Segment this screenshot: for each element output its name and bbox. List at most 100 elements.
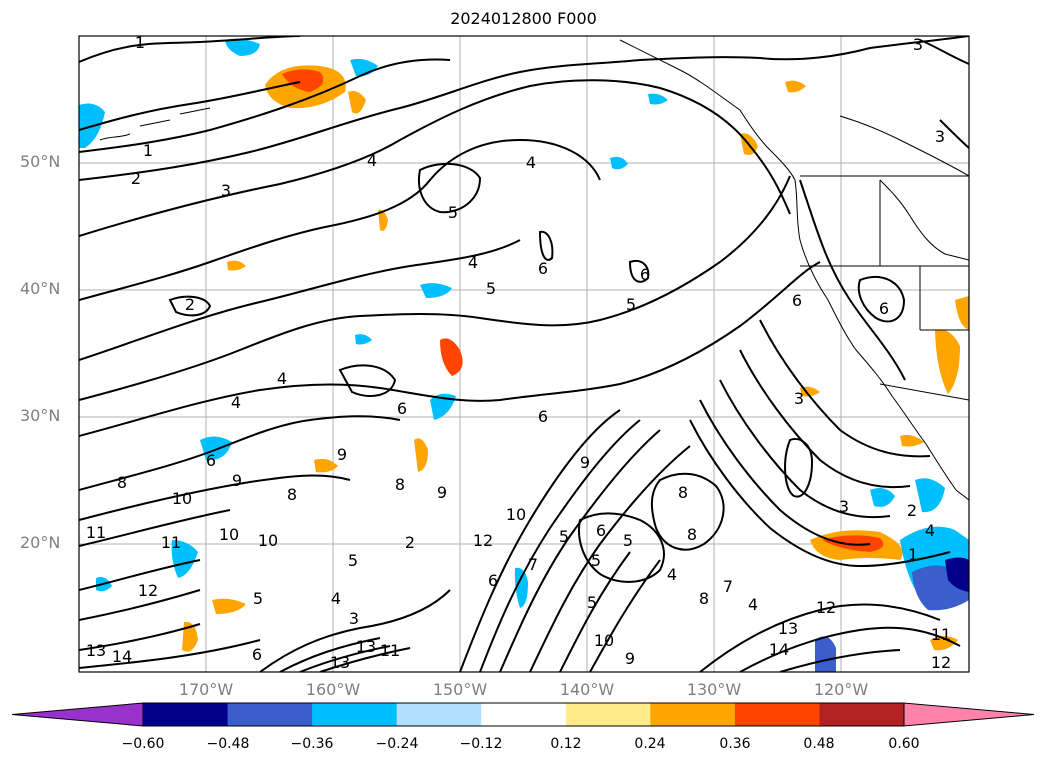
contour-label: 5 [559, 527, 569, 546]
contour-label: 8 [678, 483, 688, 502]
contour-label: 6 [397, 399, 407, 418]
contour-label: 6 [792, 291, 802, 310]
longitude-label: 120°W [813, 680, 869, 699]
shaded-anomaly-patches [79, 38, 969, 672]
contour-label: 12 [138, 581, 158, 600]
colorbar-cell [819, 703, 905, 726]
longitude-label: 160°W [305, 680, 361, 699]
latitude-label: 50°N [20, 152, 61, 171]
contour-label: 12 [473, 531, 493, 550]
longitude-label: 130°W [686, 680, 742, 699]
plot-border [78, 35, 970, 673]
colorbar-tick-label: 0.36 [719, 736, 751, 752]
colorbar-cell [312, 703, 398, 726]
colorbar-tick-label: 0.48 [803, 736, 835, 752]
contour-label: 6 [640, 265, 650, 284]
contour-label: 8 [395, 475, 405, 494]
contour-label: 4 [277, 369, 287, 388]
contour-label: 3 [839, 497, 849, 516]
map-title: 2024012800 F000 [450, 9, 597, 28]
contour-label: 8 [699, 589, 709, 608]
contour-label: 4 [925, 521, 935, 540]
latitude-label: 40°N [20, 279, 61, 298]
contour-label: 7 [528, 555, 538, 574]
contour-label: 2 [131, 169, 141, 188]
contour-label: 13 [330, 653, 350, 672]
colorbar-cell [143, 703, 229, 726]
contour-label: 4 [748, 595, 758, 614]
contour-label: 6 [252, 645, 262, 664]
contour-label: 10 [219, 525, 239, 544]
contour-label: 6 [879, 299, 889, 318]
contour-label: 1 [135, 33, 145, 52]
contour-label: 10 [594, 631, 614, 650]
contour-label: 13 [356, 637, 376, 656]
contour-label: 5 [591, 551, 601, 570]
contour-label: 9 [580, 453, 590, 472]
contour-label: 9 [625, 649, 635, 668]
contour-label: 3 [913, 35, 923, 54]
colorbar-cell [734, 703, 820, 726]
colorbar [11, 702, 1035, 727]
contour-label: 4 [667, 565, 677, 584]
contour-label: 4 [526, 153, 536, 172]
latitude-label: 30°N [20, 406, 61, 425]
longitude-label: 170°W [178, 680, 234, 699]
colorbar-tick-label: 0.24 [634, 736, 666, 752]
contour-label: 11 [931, 625, 951, 644]
contour-label: 9 [232, 471, 242, 490]
contour-label: 11 [86, 523, 106, 542]
contour-label: 5 [486, 279, 496, 298]
longitude-label: 140°W [559, 680, 615, 699]
contour-label: 5 [348, 551, 358, 570]
contour-label: 2 [185, 295, 195, 314]
contour-label: 4 [468, 253, 478, 272]
colorbar-tick-label: −0.24 [375, 736, 419, 752]
contour-label: 3 [794, 389, 804, 408]
colorbar-tick-label: −0.12 [459, 736, 503, 752]
contour-lines [79, 36, 969, 672]
contour-label: 9 [337, 445, 347, 464]
contour-label: 6 [206, 451, 216, 470]
contour-label: 3 [349, 609, 359, 628]
contour-label: 1 [143, 141, 153, 160]
contour-label: 2 [907, 501, 917, 520]
colorbar-tick-label: −0.48 [206, 736, 250, 752]
colorbar-tick-label: −0.60 [121, 736, 165, 752]
contour-label: 1 [908, 545, 918, 564]
contour-label: 6 [538, 407, 548, 426]
contour-label: 5 [587, 593, 597, 612]
colorbar-tick-label: 0.60 [888, 736, 920, 752]
colorbar-extension-low [11, 702, 144, 727]
contour-label: 13 [778, 619, 798, 638]
contour-label: 13 [86, 641, 106, 660]
colorbar-extension-high [903, 702, 1035, 727]
contour-label: 10 [506, 505, 526, 524]
contour-label: 5 [623, 531, 633, 550]
contour-label: 6 [488, 571, 498, 590]
contour-label: 5 [626, 295, 636, 314]
contour-label: 7 [723, 577, 733, 596]
latitude-label: 20°N [20, 533, 61, 552]
colorbar-cell [481, 703, 567, 726]
coastlines [99, 39, 969, 501]
colorbar-cell [227, 703, 313, 726]
colorbar-cell [396, 703, 482, 726]
contour-label: 2 [405, 533, 415, 552]
contour-label: 5 [448, 203, 458, 222]
contour-label: 12 [816, 598, 836, 617]
contour-label: 8 [287, 485, 297, 504]
contour-label: 8 [117, 473, 127, 492]
colorbar-tick-label: −0.36 [290, 736, 334, 752]
colorbar-cell [565, 703, 651, 726]
contour-label: 10 [172, 489, 192, 508]
contour-label: 10 [258, 531, 278, 550]
contour-label: 9 [437, 483, 447, 502]
contour-label: 11 [380, 641, 400, 660]
contour-label: 14 [769, 640, 789, 659]
longitude-label: 150°W [432, 680, 488, 699]
contour-label: 3 [935, 127, 945, 146]
contour-label: 12 [931, 653, 951, 672]
